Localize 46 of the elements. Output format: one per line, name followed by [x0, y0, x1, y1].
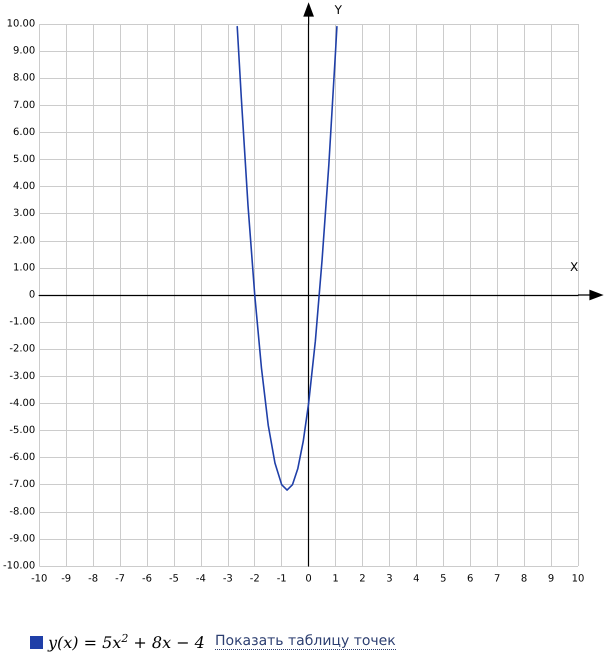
- x-tick-label: -9: [61, 574, 72, 584]
- y-tick-label: 8.00: [12, 72, 36, 84]
- y-tick-label: -10.00: [2, 560, 36, 572]
- x-tick-label: -5: [168, 574, 179, 584]
- x-tick-label: -4: [196, 574, 206, 584]
- text: Показать таблицу точек: [215, 633, 396, 650]
- x-tick-label: -8: [88, 574, 98, 584]
- x-tick-label: 10: [572, 574, 584, 584]
- y-tick-label: 6.00: [12, 126, 36, 138]
- x-tick-label: 6: [467, 574, 474, 584]
- x-tick-label: 3: [386, 574, 393, 584]
- y-tick-label: 9.00: [12, 46, 36, 57]
- y-tick-label: 5.00: [12, 154, 36, 165]
- x-tick-label: 8: [520, 574, 528, 584]
- y-tick-label: -3.00: [9, 370, 36, 382]
- x-tick-label: -2: [250, 574, 260, 584]
- x-tick-label: 4: [413, 574, 420, 584]
- y-tick-label: 3.00: [12, 208, 36, 220]
- x-tick-label: 7: [494, 574, 500, 584]
- y-tick-label: 0: [28, 290, 36, 300]
- x-axis-title: X: [570, 260, 578, 274]
- x-tick-label: 5: [440, 574, 446, 584]
- y-axis-title: Y: [334, 3, 343, 17]
- y-tick-label: 10.00: [6, 18, 36, 30]
- y-tick-label: -5.00: [9, 425, 36, 436]
- x-tick-label: -10: [31, 574, 48, 584]
- x-tick-label: -7: [115, 574, 126, 584]
- x-tick-label: -1: [276, 574, 287, 584]
- x-tick-label: 2: [359, 574, 366, 584]
- x-tick-label: 0: [305, 574, 312, 584]
- x-tick-label: -6: [142, 574, 152, 584]
- y-tick-label: -2.00: [9, 344, 36, 355]
- y-tick-label: -9.00: [9, 533, 36, 544]
- y-tick-label: -1.00: [9, 316, 36, 328]
- x-tick-label: 9: [548, 574, 554, 584]
- y-tick-label: -7.00: [9, 479, 36, 490]
- line-series: [236, 26, 338, 491]
- y-tick-label: 2.00: [12, 235, 36, 246]
- x-tick-label: 1: [332, 574, 339, 584]
- y-tick-label: -4.00: [9, 398, 36, 409]
- y-tick-label: 7.00: [12, 100, 36, 111]
- y-tick-label: 1.00: [12, 262, 36, 274]
- x-tick-label: -3: [222, 574, 233, 584]
- y-tick-label: -8.00: [9, 506, 36, 518]
- y-tick-label: 4.00: [12, 181, 36, 192]
- y-tick-label: -6.00: [9, 452, 36, 464]
